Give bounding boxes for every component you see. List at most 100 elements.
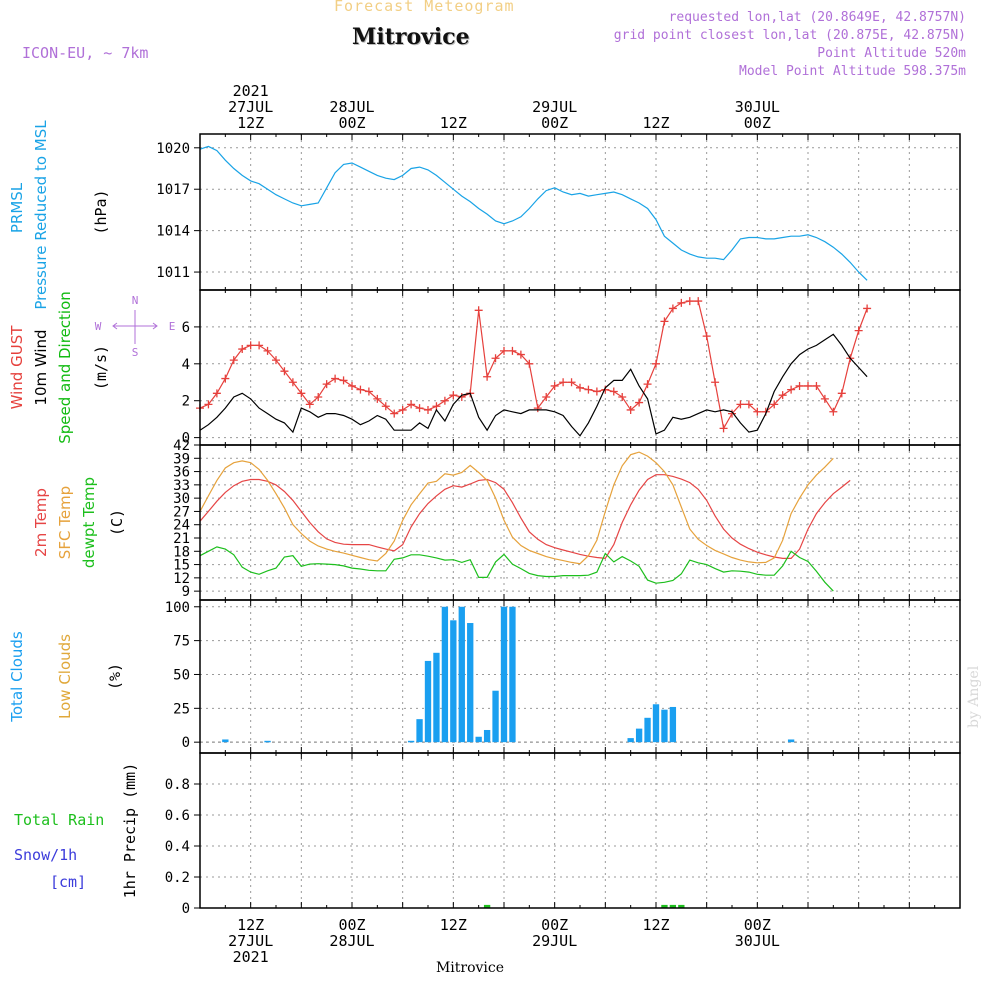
gust-marker — [449, 391, 458, 400]
gust-marker — [212, 389, 221, 398]
bar-total-clouds — [416, 719, 423, 743]
gust-marker — [288, 378, 297, 387]
gust-marker — [407, 400, 416, 409]
y-tick-label: 21 — [173, 531, 190, 547]
panel-frame — [199, 599, 961, 754]
y-tick-label: 1011 — [156, 265, 190, 281]
gust-marker — [516, 350, 525, 359]
wind-compass: N W E S — [95, 294, 176, 359]
panel-title-label: Snow/1h — [14, 846, 77, 864]
series-dewpt-temp — [199, 546, 834, 592]
forecast-meteogram-title: Forecast Meteogram — [334, 0, 515, 15]
gust-marker — [508, 346, 517, 355]
panel-title-label: 10m Wind — [32, 329, 50, 405]
bottom-time-label: 12Z — [237, 916, 264, 934]
unit-label: (hPa) — [92, 189, 110, 234]
bar-total-clouds — [475, 736, 482, 743]
gust-marker — [440, 396, 449, 405]
panel-title-label: Speed and Direction — [56, 291, 74, 444]
panel-clouds: 0 25 50 75 100 (%) Total Clouds Low Clouds — [8, 599, 961, 754]
gust-marker — [753, 407, 762, 416]
gust-marker — [685, 297, 694, 306]
panel-title-label: Pressure Reduced to MSL — [32, 120, 50, 310]
top-time-label: 12Z — [642, 114, 669, 132]
panel-title-label: Low Clouds — [56, 634, 74, 719]
gust-marker — [272, 356, 280, 365]
bar-total-clouds — [627, 738, 634, 743]
gust-marker — [660, 317, 669, 326]
y-tick-label: 42 — [173, 438, 190, 454]
compass-east: E — [169, 320, 176, 333]
gust-marker — [702, 332, 711, 341]
unit-label: (m/s) — [92, 345, 110, 390]
y-tick-label: 1017 — [156, 182, 190, 198]
gust-marker — [635, 398, 644, 407]
gust-marker — [474, 306, 483, 315]
y-tick-label: 0 — [182, 901, 190, 917]
gust-marker — [778, 391, 787, 400]
top-time-label: 12Z — [440, 114, 467, 132]
gust-marker — [542, 393, 551, 402]
gust-marker — [381, 402, 390, 411]
gust-marker — [322, 380, 331, 389]
y-tick-label: 0 — [182, 431, 190, 447]
bottom-time-label: 00Z — [338, 916, 365, 934]
point-altitude: Point Altitude 520m — [817, 46, 966, 61]
bottom-time-label: 28JUL — [329, 932, 374, 950]
bar-total-clouds — [492, 690, 499, 743]
series-prmsl — [199, 145, 868, 281]
y-tick-label: 18 — [173, 544, 190, 560]
gust-marker — [820, 394, 829, 403]
gust-marker — [305, 400, 314, 409]
gust-marker — [770, 400, 779, 409]
panel-title-label: Total Rain — [14, 811, 104, 829]
bar-total-clouds — [433, 652, 440, 743]
gust-marker — [576, 383, 584, 392]
gust-marker — [829, 407, 838, 416]
gust-marker — [483, 372, 492, 381]
y-tick-label: 1020 — [156, 141, 190, 157]
series-2m-temp — [199, 474, 851, 560]
y-tick-label: 9 — [182, 584, 190, 600]
gust-marker — [677, 298, 686, 307]
y-tick-label: 6 — [182, 320, 190, 336]
y-tick-label: 1014 — [156, 224, 190, 240]
y-tick-label: 36 — [173, 465, 190, 481]
gust-marker — [331, 374, 340, 383]
compass-north: N — [132, 294, 139, 307]
gust-marker — [238, 345, 247, 354]
bar-total-rain — [661, 904, 668, 908]
gust-marker — [863, 304, 872, 313]
gust-marker — [255, 341, 264, 350]
series-wind-gust — [199, 300, 868, 431]
gust-marker — [398, 405, 407, 414]
gust-marker — [854, 326, 863, 335]
gust-marker — [263, 346, 272, 355]
bar-total-clouds — [458, 606, 465, 743]
panel-title-label: PRMSL — [8, 182, 26, 233]
gust-marker — [280, 367, 289, 376]
panel-precip: 0 0.2 0.4 0.6 0.8 1hr Precip (mm) Total Rain Sn… — [14, 752, 961, 917]
bar-total-clouds — [467, 623, 474, 743]
bar-total-clouds — [635, 728, 643, 743]
bar-total-clouds — [424, 660, 432, 743]
top-time-label: 28JUL — [329, 98, 374, 116]
gust-marker — [525, 359, 534, 368]
gust-marker — [457, 393, 466, 402]
gust-marker — [229, 356, 238, 365]
top-time-label: 00Z — [338, 114, 365, 132]
bar-total-clouds — [264, 740, 271, 743]
y-tick-label: 30 — [173, 491, 190, 507]
gust-marker — [736, 400, 745, 409]
gust-marker — [812, 381, 821, 390]
top-time-label: 29JUL — [532, 98, 577, 116]
top-time-label: 2021 — [233, 82, 269, 100]
panel-pressure: 1011 1014 1017 1020 (hPa) PRMSL Pressure Reduc… — [8, 120, 961, 310]
gust-marker — [804, 381, 812, 390]
bottom-time-label: 30JUL — [735, 932, 780, 950]
y-tick-label: 75 — [173, 634, 190, 650]
y-tick-label: 0.4 — [165, 839, 190, 855]
bar-total-rain — [483, 904, 491, 908]
